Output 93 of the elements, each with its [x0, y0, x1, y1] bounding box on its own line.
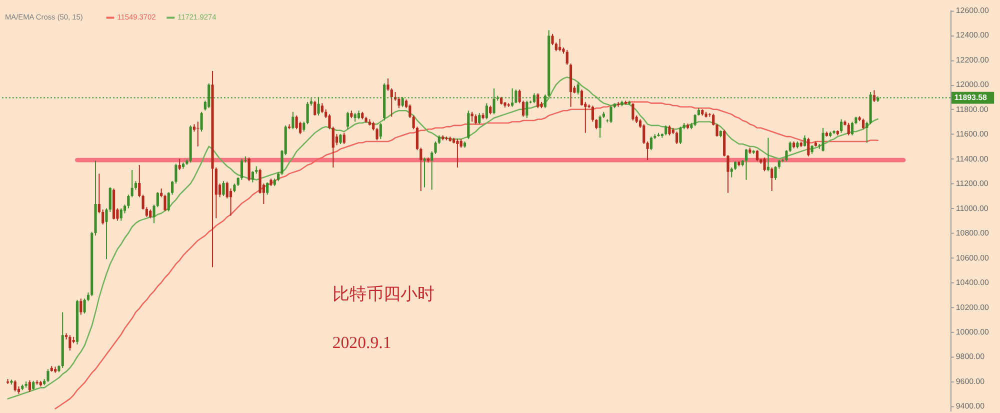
candlestick	[138, 164, 141, 198]
candlestick	[566, 49, 568, 66]
candlestick	[526, 100, 528, 119]
annotation: 2020.9.1	[332, 332, 392, 352]
candlestick	[200, 111, 203, 132]
candlestick	[470, 111, 474, 122]
candlestick	[167, 192, 170, 212]
y-tick-label: 10600.00	[956, 253, 990, 262]
candlestick	[866, 121, 868, 144]
candlestick	[650, 136, 652, 151]
candlestick	[306, 101, 309, 125]
candlestick	[646, 141, 649, 161]
candlestick	[240, 158, 244, 180]
y-tick-label: 9800.00	[956, 352, 986, 362]
y-tick-label: 10800.00	[956, 228, 990, 238]
candlestick	[862, 118, 865, 130]
candlestick	[120, 208, 122, 222]
y-tick-label: 11600.00	[956, 130, 989, 139]
candlestick	[28, 380, 31, 392]
candlestick	[679, 126, 682, 144]
candlestick	[408, 104, 412, 119]
candlestick	[770, 167, 774, 192]
candlestick	[580, 89, 584, 106]
candlestick	[379, 122, 382, 140]
candlestick	[456, 138, 459, 168]
y-tick-label: 11200.00	[956, 179, 989, 188]
candlestick	[342, 132, 346, 144]
candlestick	[756, 150, 759, 162]
candlestick	[266, 182, 269, 196]
candlestick	[320, 102, 324, 114]
candlestick	[298, 121, 302, 135]
candlestick	[314, 100, 316, 116]
candlestick	[102, 209, 104, 225]
candlestick	[346, 111, 350, 130]
ref-line-label: 11893.58	[954, 92, 988, 102]
y-tick-label: 9600.00	[956, 376, 986, 386]
y-tick-label: 12600.00	[956, 6, 990, 15]
candlestick	[485, 102, 488, 120]
annotation: 比特币四小时	[332, 284, 434, 304]
y-tick-label: 11800.00	[956, 104, 989, 114]
candlestick	[130, 169, 134, 198]
candlestick	[766, 137, 770, 172]
candlestick	[591, 105, 594, 122]
candlestick	[850, 121, 854, 136]
candlestick	[642, 124, 646, 144]
candlestick	[558, 38, 562, 52]
y-tick-label: 11400.00	[956, 154, 989, 164]
candlestick	[474, 114, 478, 125]
y-tick-label: 9400.00	[956, 402, 986, 411]
candlestick	[339, 134, 342, 144]
y-tick-label: 11000.00	[956, 204, 989, 213]
candlestick	[803, 134, 806, 147]
candlestick	[763, 157, 766, 172]
candlestick	[226, 181, 228, 199]
candlestick	[668, 124, 671, 136]
candlestick	[632, 102, 634, 121]
y-tick-label: 10400.00	[956, 278, 990, 288]
y-tick-label: 12200.00	[956, 55, 990, 64]
candlestick	[14, 380, 16, 392]
candlestick	[610, 105, 612, 124]
candlestick	[302, 121, 306, 132]
line-series	[7, 76, 879, 400]
candlestick	[222, 180, 225, 196]
line-series	[54, 101, 879, 410]
candlestick	[744, 148, 748, 180]
candlestick	[478, 112, 481, 125]
candlestick	[664, 124, 668, 136]
y-tick-label: 12400.00	[956, 30, 990, 40]
candlestick	[248, 157, 250, 182]
candlestick	[178, 158, 181, 170]
candlestick	[676, 131, 678, 144]
y-tick-label: 10200.00	[956, 302, 990, 312]
candlestick	[68, 334, 72, 352]
y-tick-label: 10000.00	[956, 327, 990, 336]
candlestick	[420, 147, 422, 192]
candlestick	[80, 298, 82, 316]
candlestick	[423, 157, 426, 188]
candlestick	[292, 111, 294, 130]
candlestick	[390, 88, 393, 118]
candlestick	[251, 170, 254, 183]
candlestick	[98, 173, 100, 214]
candlestick	[840, 118, 843, 134]
candlestick	[536, 92, 540, 109]
candlestick	[598, 115, 602, 138]
candlestick	[822, 127, 824, 152]
candlestick	[847, 122, 850, 136]
candlestick	[46, 368, 50, 383]
candlestick	[807, 137, 810, 157]
candlestick	[730, 167, 733, 178]
candlestick	[595, 118, 598, 130]
y-tick-label: 12000.00	[956, 80, 990, 90]
candlestick	[576, 82, 580, 96]
candlestick	[295, 115, 298, 130]
